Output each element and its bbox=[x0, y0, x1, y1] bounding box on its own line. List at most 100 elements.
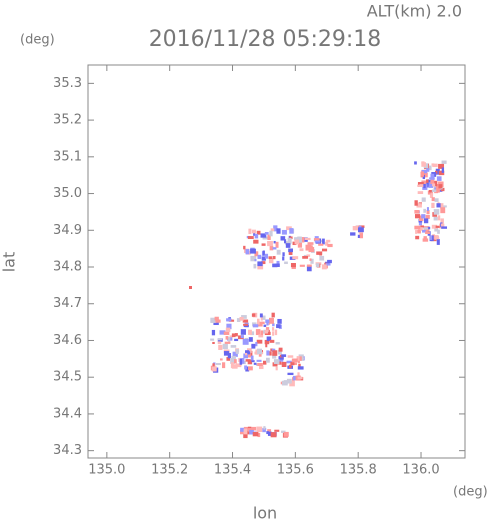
echo bbox=[421, 214, 426, 219]
echo bbox=[296, 356, 301, 361]
echo bbox=[432, 163, 438, 168]
x-unit: (deg) bbox=[453, 485, 488, 500]
echo bbox=[234, 359, 237, 364]
echo bbox=[265, 357, 270, 363]
echo bbox=[431, 224, 438, 229]
echo bbox=[276, 260, 280, 266]
echo bbox=[265, 341, 268, 348]
echo bbox=[275, 263, 280, 267]
echo bbox=[271, 312, 275, 318]
echo bbox=[428, 190, 433, 193]
echo bbox=[234, 338, 239, 342]
echo bbox=[423, 208, 426, 213]
echo bbox=[423, 166, 428, 169]
echo bbox=[291, 358, 298, 363]
echo bbox=[245, 359, 251, 362]
echo bbox=[430, 193, 433, 197]
echo bbox=[254, 351, 260, 355]
echo bbox=[262, 236, 268, 240]
echo bbox=[268, 258, 274, 264]
echo bbox=[294, 237, 300, 240]
echo bbox=[278, 356, 284, 360]
echo bbox=[250, 355, 254, 361]
echo bbox=[417, 191, 424, 194]
echo bbox=[253, 231, 256, 236]
echo bbox=[297, 242, 303, 248]
echo bbox=[414, 200, 418, 206]
echo bbox=[284, 239, 287, 244]
echo bbox=[231, 364, 238, 369]
echo bbox=[426, 179, 429, 183]
echo bbox=[435, 225, 440, 228]
echo bbox=[259, 365, 264, 370]
echo bbox=[273, 240, 276, 244]
echo bbox=[423, 218, 429, 224]
echo bbox=[227, 353, 231, 359]
echo bbox=[286, 226, 292, 231]
echo bbox=[438, 184, 443, 189]
x-tick-label: 135.4 bbox=[214, 463, 251, 478]
echo bbox=[252, 324, 259, 328]
echo bbox=[269, 245, 274, 251]
echo bbox=[251, 360, 255, 363]
echo bbox=[269, 230, 273, 237]
echo bbox=[350, 232, 356, 236]
echo bbox=[283, 431, 289, 437]
echo bbox=[415, 229, 418, 234]
echo bbox=[240, 429, 244, 435]
y-tick-label: 34.5 bbox=[53, 370, 82, 385]
echo bbox=[257, 432, 261, 438]
echo bbox=[276, 249, 281, 255]
echo bbox=[414, 225, 421, 230]
echo bbox=[426, 182, 429, 188]
echo bbox=[261, 243, 266, 246]
echo bbox=[292, 241, 297, 246]
echo bbox=[264, 253, 269, 259]
echo bbox=[427, 190, 432, 195]
echo bbox=[420, 225, 425, 228]
y-tick-label: 35.1 bbox=[53, 149, 82, 164]
echo bbox=[272, 263, 278, 268]
echo bbox=[266, 350, 270, 356]
echo bbox=[244, 365, 247, 370]
echo bbox=[308, 245, 313, 248]
echo bbox=[281, 361, 287, 367]
echo bbox=[352, 226, 359, 231]
echo bbox=[437, 236, 440, 240]
echo bbox=[422, 229, 426, 233]
echo bbox=[272, 256, 276, 260]
echo bbox=[236, 318, 241, 322]
echo bbox=[211, 366, 217, 372]
y-tick-label: 34.7 bbox=[53, 296, 82, 311]
echo bbox=[253, 362, 257, 365]
echo bbox=[256, 230, 261, 235]
echo bbox=[297, 366, 304, 370]
echo bbox=[245, 249, 250, 255]
echo bbox=[257, 261, 263, 267]
echo bbox=[426, 209, 430, 215]
echo bbox=[267, 240, 273, 247]
echo bbox=[430, 178, 435, 184]
echo bbox=[269, 339, 275, 343]
echo bbox=[426, 207, 429, 211]
echo bbox=[437, 215, 441, 221]
echo bbox=[267, 429, 272, 433]
echo bbox=[276, 228, 281, 234]
echo bbox=[272, 331, 275, 336]
echo bbox=[261, 321, 265, 325]
echo bbox=[289, 380, 295, 387]
echo bbox=[246, 352, 251, 358]
echo bbox=[436, 203, 441, 208]
echo bbox=[250, 350, 253, 357]
echo bbox=[247, 359, 253, 365]
echo bbox=[251, 229, 256, 234]
echo bbox=[269, 318, 274, 324]
echo bbox=[267, 431, 272, 436]
echo bbox=[316, 251, 323, 255]
echo bbox=[428, 182, 434, 188]
y-tick-label: 34.3 bbox=[53, 443, 82, 458]
echo bbox=[313, 238, 320, 242]
echo bbox=[226, 357, 231, 361]
echo bbox=[422, 238, 429, 242]
echo bbox=[434, 170, 438, 174]
